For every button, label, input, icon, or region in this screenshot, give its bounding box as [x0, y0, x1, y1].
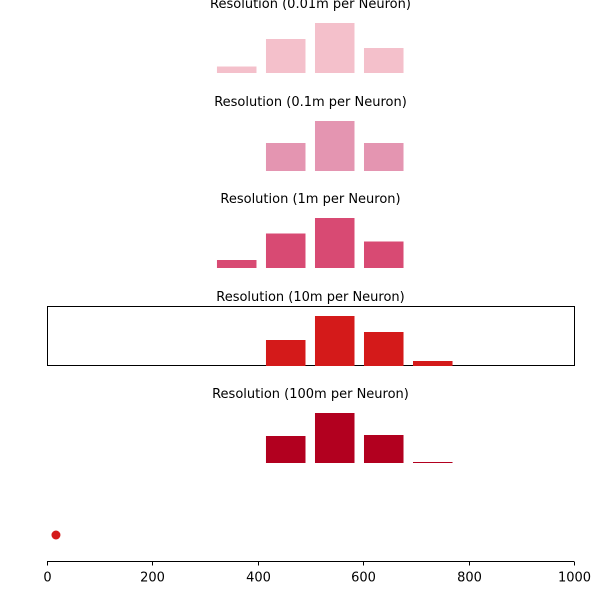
bar [363, 332, 404, 366]
bar [363, 241, 404, 268]
marker-layer [51, 530, 61, 540]
x-tick-label: 200 [140, 571, 165, 586]
panel-5: Resolution (100m per Neuron) [212, 387, 453, 463]
bar [216, 66, 257, 73]
panel-3: Resolution (1m per Neuron) [216, 192, 404, 268]
x-tick-label: 1000 [558, 571, 591, 586]
panel-1: Resolution (0.01m per Neuron) [210, 0, 411, 73]
bar [265, 143, 306, 171]
bar [413, 361, 453, 366]
position-marker [51, 530, 61, 540]
bar [265, 233, 306, 268]
bar [265, 39, 306, 73]
panel-title: Resolution (0.1m per Neuron) [214, 95, 407, 110]
bar [216, 260, 257, 268]
bar [314, 121, 355, 171]
bar [363, 143, 404, 171]
x-tick-label: 0 [43, 571, 51, 586]
bar [314, 218, 355, 268]
panel-4: Resolution (10m per Neuron) [47, 290, 575, 366]
x-tick-label: 600 [351, 571, 376, 586]
panels-group: Resolution (0.01m per Neuron) Resolution … [47, 0, 575, 463]
bar [265, 340, 306, 366]
panel-title: Resolution (100m per Neuron) [212, 387, 409, 402]
x-tick-label: 400 [246, 571, 271, 586]
bar [413, 462, 453, 463]
bar [265, 436, 306, 463]
bar [314, 316, 355, 366]
panel-title: Resolution (1m per Neuron) [220, 192, 400, 207]
x-axis: 0 200 400 600 800 1000 [43, 561, 591, 586]
bar [314, 23, 355, 73]
panel-title: Resolution (0.01m per Neuron) [210, 0, 411, 12]
bar [363, 48, 404, 73]
x-tick-label: 800 [457, 571, 482, 586]
panel-frame [47, 306, 575, 366]
panel-title: Resolution (10m per Neuron) [216, 290, 404, 305]
bar [363, 435, 404, 463]
panel-2: Resolution (0.1m per Neuron) [214, 95, 407, 171]
bar [314, 413, 355, 463]
